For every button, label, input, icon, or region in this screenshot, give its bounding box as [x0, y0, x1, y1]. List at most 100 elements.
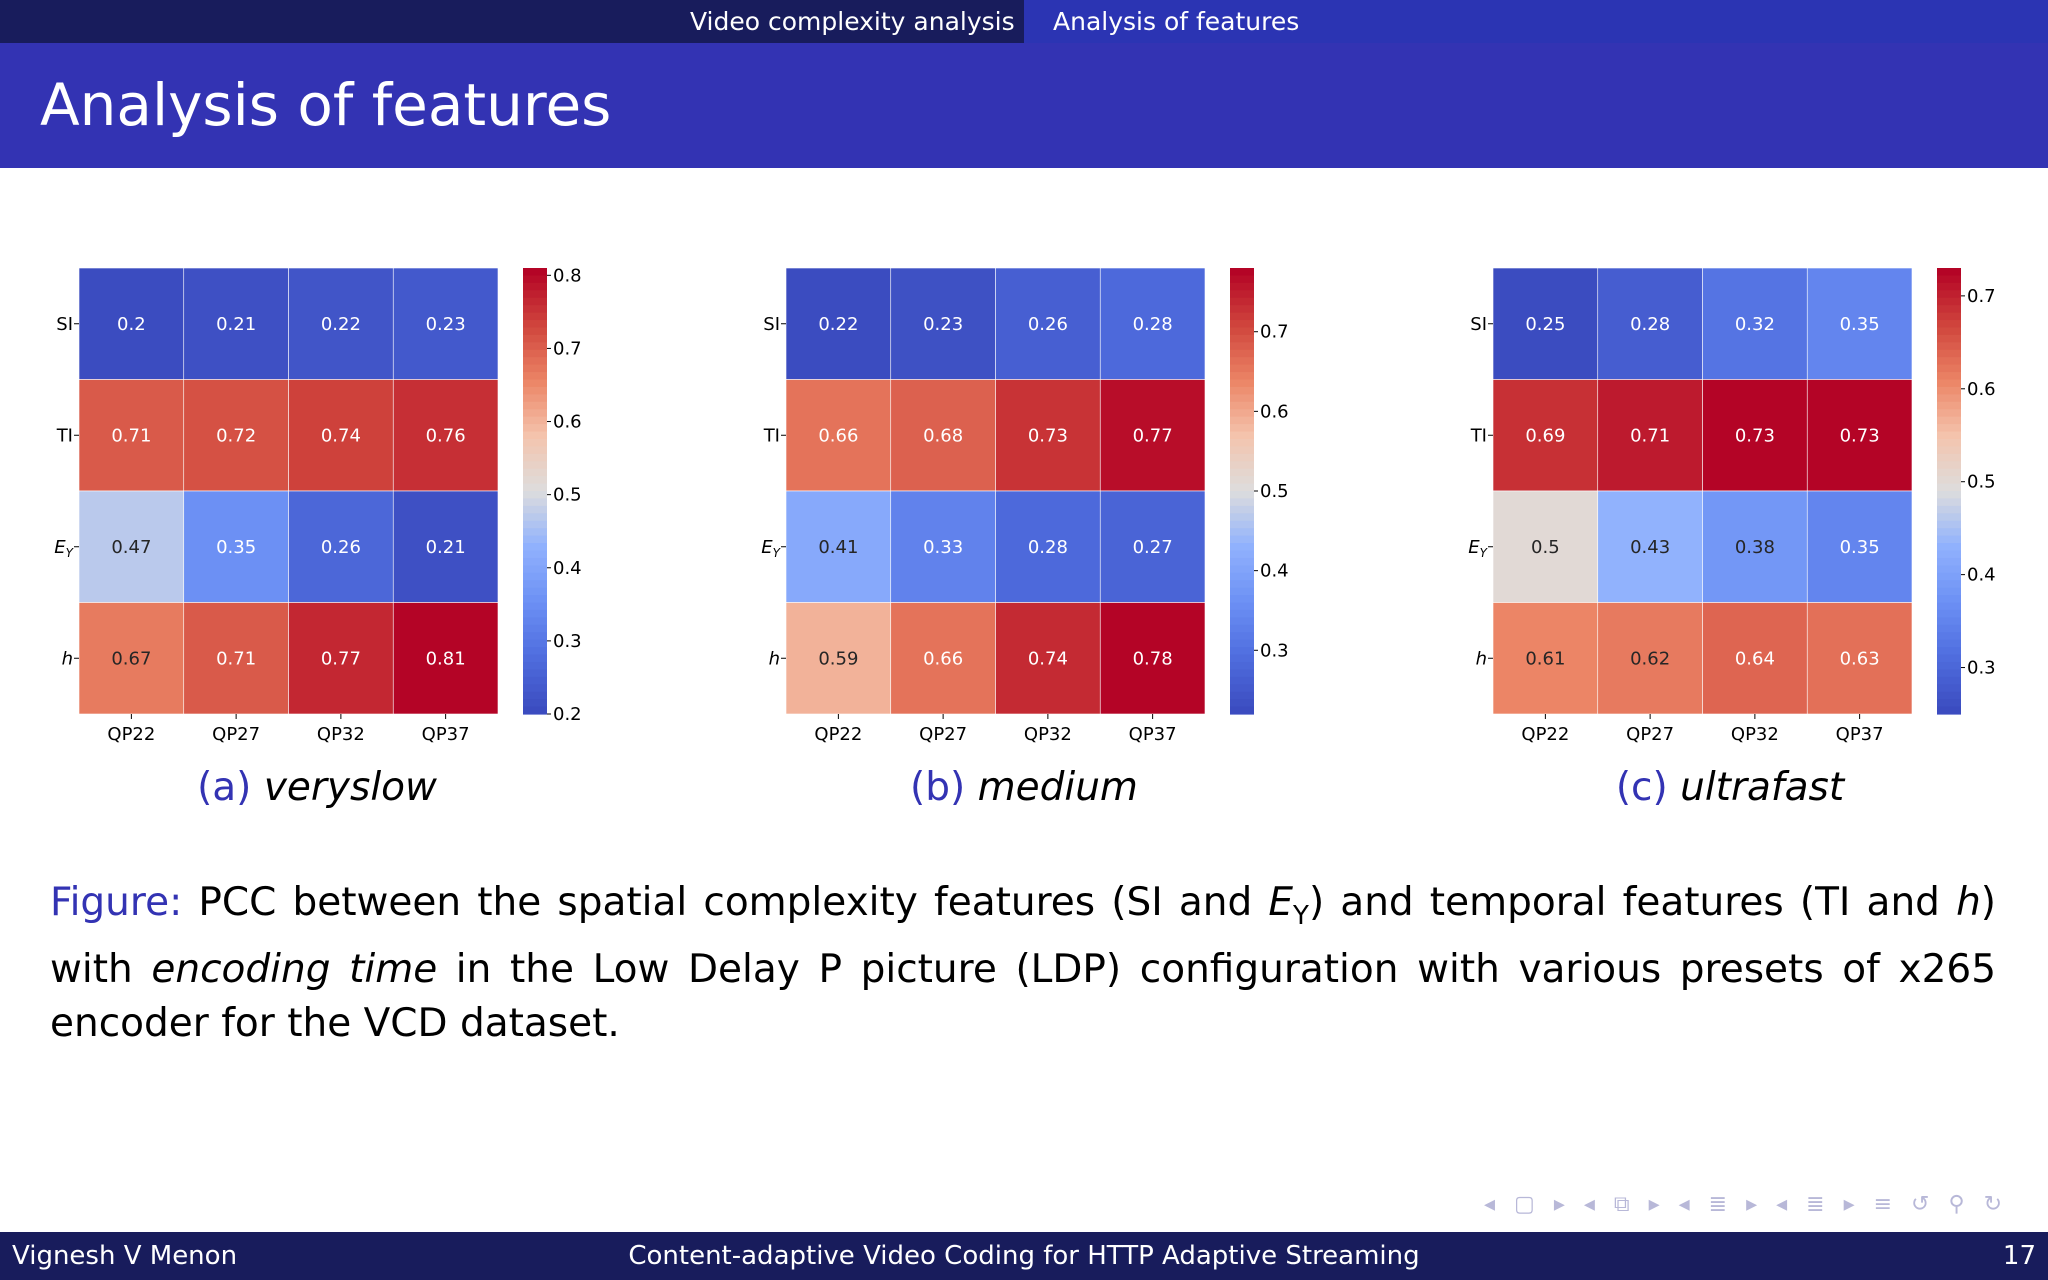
colorbar-segment [1937, 676, 1961, 685]
colorbar-segment [1230, 684, 1254, 693]
colorbar-segment [523, 557, 547, 566]
colorbar-segment [1230, 476, 1254, 485]
colorbar-segment [1230, 446, 1254, 455]
colorbar-segment [1230, 386, 1254, 395]
colorbar-segment [523, 505, 547, 514]
heatmap-cell [1099, 490, 1206, 603]
caption-label: Figure: [50, 880, 183, 925]
colorbar-segment [1230, 543, 1254, 552]
cell-value-label: 0.68 [923, 425, 963, 446]
colorbar-segment [1937, 595, 1961, 604]
colorbar-segment [523, 498, 547, 507]
colorbar-segment [1230, 282, 1254, 291]
caption-text-3: ) with [50, 880, 1996, 992]
subcaption-c: (c) ultrafast [1480, 765, 1980, 810]
colorbar-segment [1937, 468, 1961, 477]
colorbar-segment [523, 587, 547, 596]
y-tick-label: SI [763, 314, 780, 335]
heatmap-cell [1099, 379, 1206, 492]
heatmap-cell [1702, 602, 1808, 715]
colorbar-segment [523, 342, 547, 351]
colorbar-segment [523, 639, 547, 648]
colorbar-segment [523, 706, 547, 715]
heatmap-cell [183, 267, 289, 380]
colorbar-tick-label: 0.3 [1967, 658, 1996, 679]
cell-value-label: 0.23 [923, 314, 963, 335]
colorbar-segment [1230, 290, 1254, 299]
subcaption-name: veryslow [263, 765, 437, 810]
x-tick-label: QP37 [1836, 724, 1884, 745]
x-tick-label: QP32 [1024, 724, 1072, 745]
cell-value-label: 0.69 [1525, 425, 1565, 446]
colorbar-segment [1230, 342, 1254, 351]
colorbar-segment [1230, 468, 1254, 477]
heatmap-cell [1806, 602, 1913, 715]
cell-value-label: 0.73 [1028, 425, 1068, 446]
colorbar-segment [1230, 505, 1254, 514]
cell-value-label: 0.76 [426, 425, 466, 446]
cell-value-label: 0.28 [1133, 314, 1173, 335]
colorbar-segment [1937, 498, 1961, 507]
caption-ey: E [1268, 880, 1294, 925]
colorbar-segment [1230, 520, 1254, 529]
colorbar-segment [523, 461, 547, 470]
colorbar-tick-label: 0.5 [1260, 481, 1289, 502]
colorbar-segment [1937, 557, 1961, 566]
colorbar-segment [1230, 275, 1254, 284]
cell-value-label: 0.74 [1028, 648, 1068, 669]
colorbar-segment [523, 416, 547, 425]
cell-value-label: 0.35 [216, 537, 256, 558]
cell-value-label: 0.77 [1133, 425, 1173, 446]
colorbar-segment [1230, 676, 1254, 685]
colorbar-segment [1230, 661, 1254, 670]
colorbar-segment [1937, 580, 1961, 589]
colorbar-segment [1937, 617, 1961, 626]
cell-value-label: 0.71 [1630, 425, 1670, 446]
nav-section-analysis-features[interactable]: Analysis of features [1024, 0, 2048, 43]
colorbar-segment [1230, 550, 1254, 559]
cell-value-label: 0.25 [1525, 314, 1565, 335]
colorbar-segment [523, 305, 547, 314]
colorbar-segment [1230, 706, 1254, 715]
colorbar-segment [1230, 580, 1254, 589]
cell-value-label: 0.26 [1028, 314, 1068, 335]
cell-value-label: 0.66 [923, 648, 963, 669]
colorbar-segment [1937, 543, 1961, 552]
heatmap-cell [392, 267, 499, 380]
heatmap-cell [890, 602, 996, 715]
colorbar-segment [1230, 401, 1254, 410]
cell-value-label: 0.74 [321, 425, 361, 446]
colorbar-segment [1230, 669, 1254, 678]
subcaption-label: (c) [1615, 765, 1668, 810]
colorbar-segment [1937, 275, 1961, 284]
colorbar-segment [1937, 453, 1961, 462]
colorbar-segment [1937, 706, 1961, 715]
heatmap-cell [1099, 267, 1206, 380]
colorbar-segment [1937, 312, 1961, 321]
colorbar-segment [523, 334, 547, 343]
colorbar-segment [1230, 364, 1254, 373]
heatmap-cell [1597, 490, 1703, 603]
colorbar-segment [1937, 609, 1961, 618]
colorbar-segment [1937, 461, 1961, 470]
cell-value-label: 0.22 [321, 314, 361, 335]
y-tick-label: EY [1468, 537, 1488, 560]
colorbar-segment [523, 320, 547, 329]
x-tick-label: QP32 [317, 724, 365, 745]
heatmap-cell [392, 490, 499, 603]
colorbar-segment [1230, 602, 1254, 611]
colorbar-segment [523, 647, 547, 656]
heatmap-cell [288, 602, 394, 715]
colorbar-segment [1937, 305, 1961, 314]
y-tick-label: h [62, 648, 73, 669]
colorbar-tick-label: 0.3 [553, 631, 582, 652]
colorbar-segment [1937, 602, 1961, 611]
colorbar-tick-label: 0.6 [553, 412, 582, 433]
colorbar-segment [523, 632, 547, 641]
frame-title: Analysis of features [40, 71, 612, 139]
colorbar-segment [1937, 624, 1961, 633]
beamer-navigation-icons[interactable]: ◂ ▢ ▸ ◂ ⧉ ▸ ◂ ≣ ▸ ◂ ≣ ▸ ≡ ↺ ⚲ ↻ [1484, 1192, 2009, 1217]
heatmap-cell [785, 602, 892, 715]
nav-section-video-complexity[interactable]: Video complexity analysis [690, 7, 1015, 36]
heatmap-cell [1702, 267, 1808, 380]
